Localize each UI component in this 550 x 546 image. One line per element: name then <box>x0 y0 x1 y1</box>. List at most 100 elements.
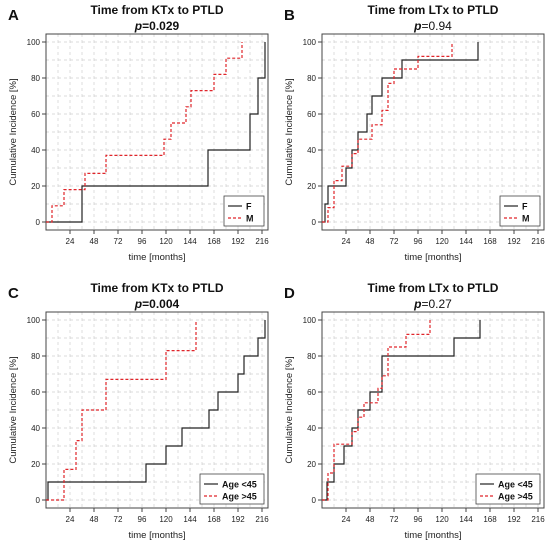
x-tick-label: 72 <box>390 237 399 246</box>
legend: FM <box>499 195 541 227</box>
series-line-1 <box>46 42 243 223</box>
legend-label: Age >45 <box>498 492 533 502</box>
y-tick-label: 60 <box>31 110 40 119</box>
x-tick-label: 120 <box>159 237 173 246</box>
x-axis-label: time [months] <box>128 530 185 541</box>
panel-c: C Time from KTx to PTLD p=0.004 0 20 40 60 80 10… <box>8 281 269 541</box>
x-tick-label: 216 <box>531 237 545 246</box>
x-tick-label: 192 <box>507 237 521 246</box>
x-tick-label: 168 <box>483 237 497 246</box>
y-tick-label: 20 <box>31 460 40 469</box>
legend-label: Age <45 <box>222 480 257 490</box>
p-symbol: p <box>134 19 142 33</box>
plot-frame <box>45 33 269 231</box>
y-axis-label: Cumulative Incidence [%] <box>8 78 19 185</box>
panel-label: A <box>8 7 19 24</box>
panel-label: D <box>284 285 295 302</box>
p-value: p=0.004 <box>134 297 180 311</box>
p-number: =0.029 <box>142 19 179 33</box>
y-tick-label: 60 <box>307 388 316 397</box>
panel-d: D Time from LTx to PTLD p=0.27 0 20 40 60 80 100… <box>284 281 545 541</box>
plot-frame <box>321 311 545 509</box>
y-tick-label: 40 <box>307 424 316 433</box>
chart-title: Time from KTx to PTLD <box>90 3 223 17</box>
x-axis-label: time [months] <box>404 252 461 263</box>
y-tick-label: 80 <box>307 74 316 83</box>
x-tick-label: 120 <box>435 237 449 246</box>
x-tick-label: 72 <box>390 515 399 524</box>
legend-box <box>499 195 541 227</box>
y-tick-label: 80 <box>31 352 40 361</box>
y-tick-label: 0 <box>312 218 317 227</box>
p-symbol: p <box>413 19 421 33</box>
legend-label: M <box>246 214 254 224</box>
plot-frame <box>321 33 545 231</box>
x-tick-label: 120 <box>159 515 173 524</box>
x-tick-label: 24 <box>66 237 75 246</box>
legend-box <box>223 195 265 227</box>
p-symbol: p <box>134 297 142 311</box>
x-tick-label: 168 <box>483 515 497 524</box>
y-tick-label: 0 <box>36 496 41 505</box>
y-tick-label: 40 <box>31 424 40 433</box>
series-line-0 <box>46 320 266 501</box>
series-line-1 <box>46 320 197 501</box>
x-tick-label: 144 <box>459 237 473 246</box>
x-tick-label: 144 <box>183 237 197 246</box>
series-line-0 <box>46 42 266 223</box>
p-number: =0.004 <box>142 297 179 311</box>
y-tick-label: 60 <box>31 388 40 397</box>
y-tick-label: 100 <box>303 38 317 47</box>
chart-title: Time from LTx to PTLD <box>368 3 499 17</box>
legend: FM <box>223 195 265 227</box>
y-tick-label: 100 <box>27 38 41 47</box>
x-tick-label: 72 <box>114 515 123 524</box>
chart-title: Time from LTx to PTLD <box>368 281 499 295</box>
x-tick-label: 72 <box>114 237 123 246</box>
p-symbol: p <box>413 297 421 311</box>
panel-b: B Time from LTx to PTLD p=0.94 0 20 40 60 80 100… <box>284 3 545 263</box>
legend-label: Age <45 <box>498 480 533 490</box>
p-number: =0.94 <box>421 19 452 33</box>
x-tick-label: 96 <box>138 237 147 246</box>
grid <box>322 34 544 230</box>
x-tick-label: 144 <box>459 515 473 524</box>
x-tick-label: 96 <box>414 237 423 246</box>
y-tick-label: 80 <box>307 352 316 361</box>
x-tick-label: 192 <box>231 237 245 246</box>
panel-label: B <box>284 7 295 24</box>
x-tick-label: 24 <box>342 237 351 246</box>
x-tick-label: 168 <box>207 515 221 524</box>
panel-label: C <box>8 285 19 302</box>
y-tick-label: 0 <box>36 218 41 227</box>
x-tick-label: 24 <box>342 515 351 524</box>
x-tick-label: 48 <box>366 515 375 524</box>
y-axis-label: Cumulative Incidence [%] <box>284 78 295 185</box>
x-tick-label: 216 <box>531 515 545 524</box>
y-tick-label: 80 <box>31 74 40 83</box>
p-value: p=0.94 <box>413 19 452 33</box>
legend-label: Age >45 <box>222 492 257 502</box>
y-tick-label: 100 <box>303 316 317 325</box>
legend-box <box>475 473 541 505</box>
x-tick-label: 168 <box>207 237 221 246</box>
legend-label: F <box>246 202 252 212</box>
x-tick-label: 24 <box>66 515 75 524</box>
p-value: p=0.27 <box>413 297 452 311</box>
legend: Age <45 Age >45 <box>475 473 541 505</box>
p-number: =0.27 <box>421 297 452 311</box>
series-line-1 <box>322 320 431 501</box>
x-tick-label: 216 <box>255 237 269 246</box>
x-tick-label: 144 <box>183 515 197 524</box>
x-tick-label: 96 <box>414 515 423 524</box>
series-line-1 <box>322 42 453 223</box>
x-tick-label: 48 <box>90 237 99 246</box>
y-tick-label: 40 <box>31 146 40 155</box>
y-tick-label: 100 <box>27 316 41 325</box>
legend-box <box>199 473 265 505</box>
x-tick-label: 120 <box>435 515 449 524</box>
x-tick-label: 192 <box>507 515 521 524</box>
x-axis-label: time [months] <box>128 252 185 263</box>
panel-a: A Time from KTx to PTLD p=0.029 0 20 40 60 80 10… <box>8 3 269 263</box>
